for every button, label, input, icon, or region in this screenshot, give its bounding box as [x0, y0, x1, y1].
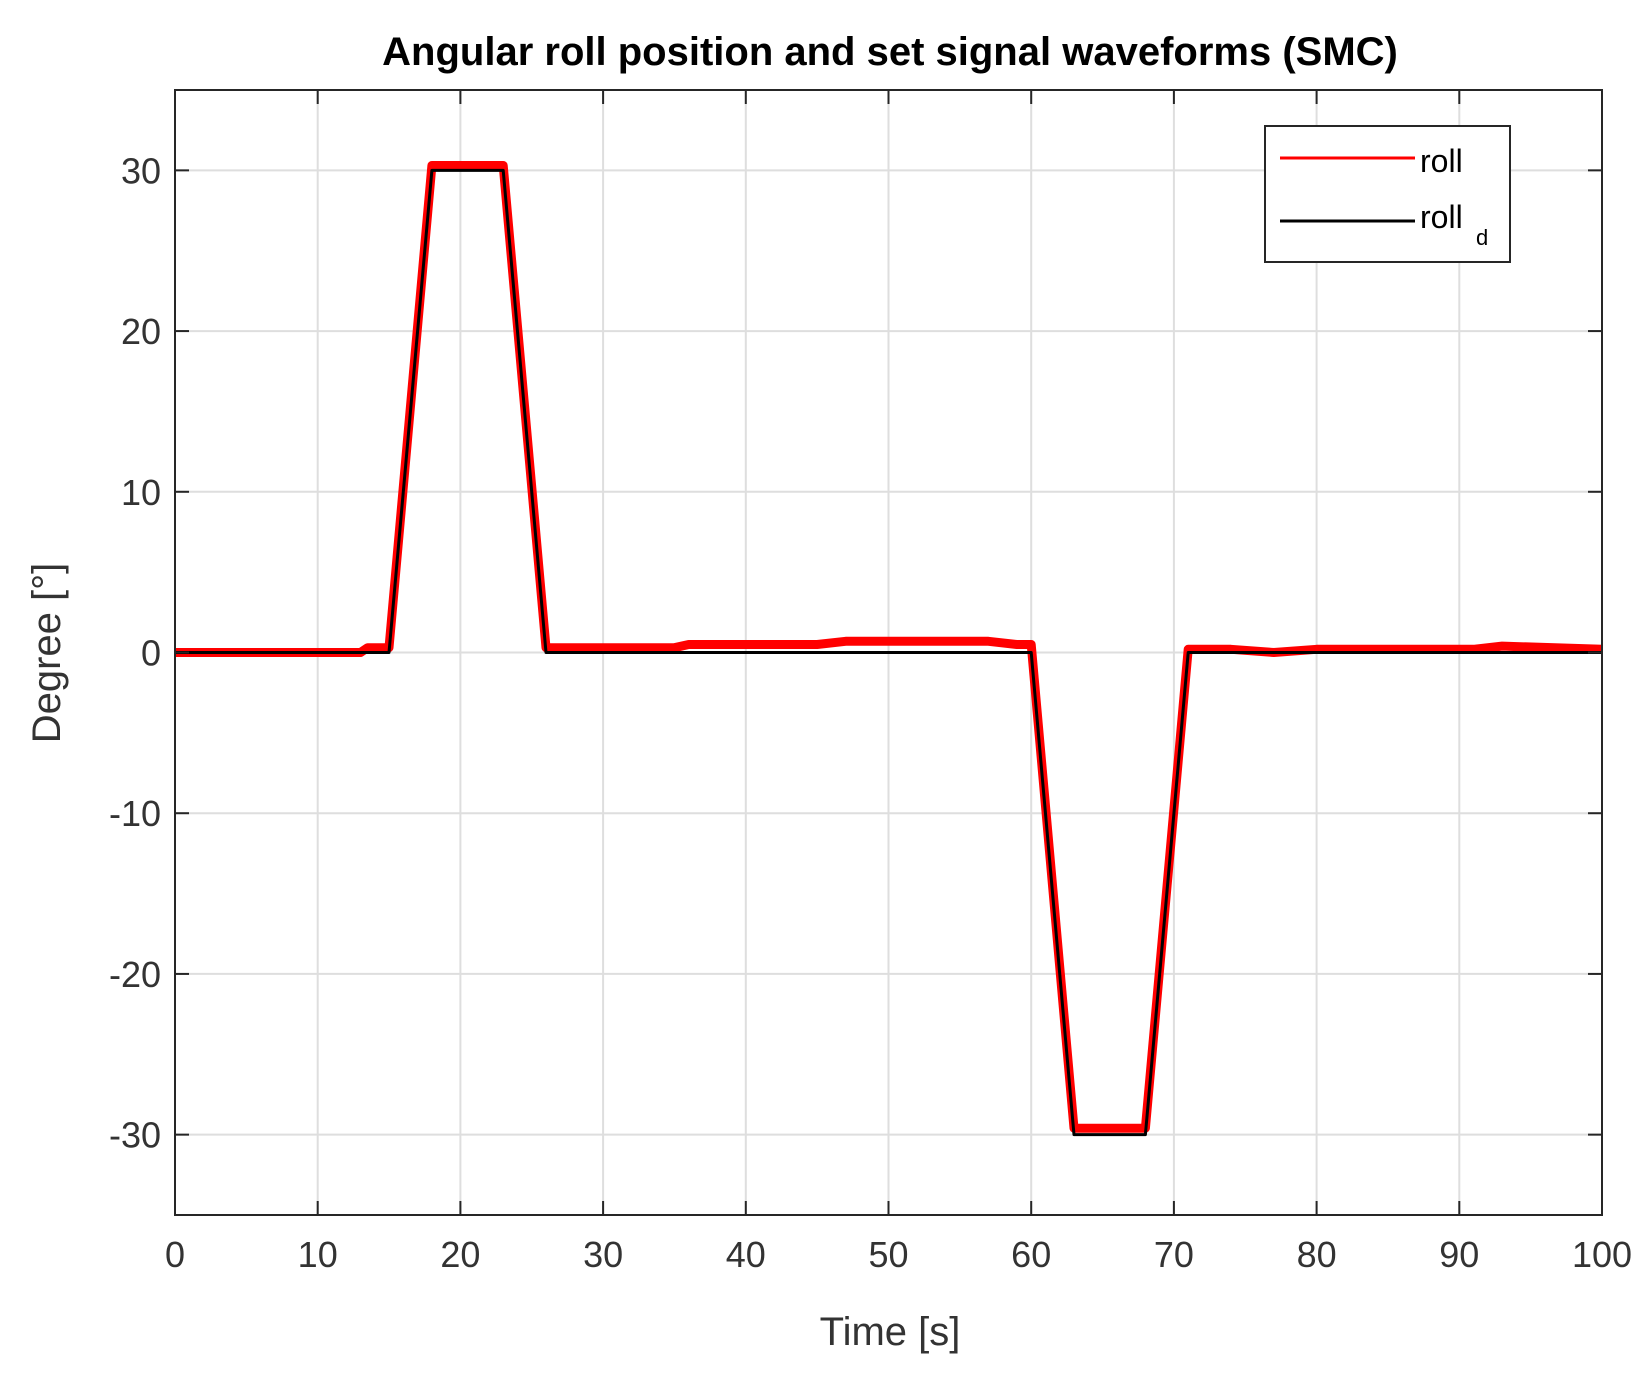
x-tick-label: 10 — [298, 1234, 338, 1275]
tick-marks — [174, 90, 1603, 1215]
x-tick-label: 80 — [1297, 1234, 1337, 1275]
y-tick-label: 30 — [121, 150, 161, 191]
series-line-roll-d — [175, 168, 1602, 1137]
x-tick-label: 100 — [1572, 1234, 1632, 1275]
x-tick-label: 40 — [726, 1234, 766, 1275]
x-axis-label: Time [s] — [820, 1310, 961, 1354]
y-tick-label: 20 — [121, 311, 161, 352]
x-tick-label: 0 — [165, 1234, 185, 1275]
x-tick-label: 30 — [583, 1234, 623, 1275]
legend-label-roll: roll — [1420, 143, 1463, 179]
y-tick-label: 10 — [121, 472, 161, 513]
legend-label-roll-d: roll — [1420, 199, 1463, 235]
legend-box — [1264, 125, 1511, 263]
y-axis-label: Degree [°] — [25, 563, 69, 744]
y-tick-label: -10 — [109, 793, 161, 834]
legend: roll roll d — [1264, 125, 1511, 263]
y-tick-label: -20 — [109, 954, 161, 995]
y-tick-label: -30 — [109, 1115, 161, 1156]
x-tick-label: 70 — [1154, 1234, 1194, 1275]
x-tick-label: 50 — [868, 1234, 908, 1275]
series-layer — [175, 161, 1603, 1137]
x-tick-label: 20 — [440, 1234, 480, 1275]
chart-title: Angular roll position and set signal wav… — [382, 30, 1398, 74]
x-tick-label: 90 — [1439, 1234, 1479, 1275]
y-tick-label: 0 — [141, 633, 161, 674]
legend-label-roll-d-subscript: d — [1476, 225, 1488, 250]
x-tick-label: 60 — [1011, 1234, 1051, 1275]
